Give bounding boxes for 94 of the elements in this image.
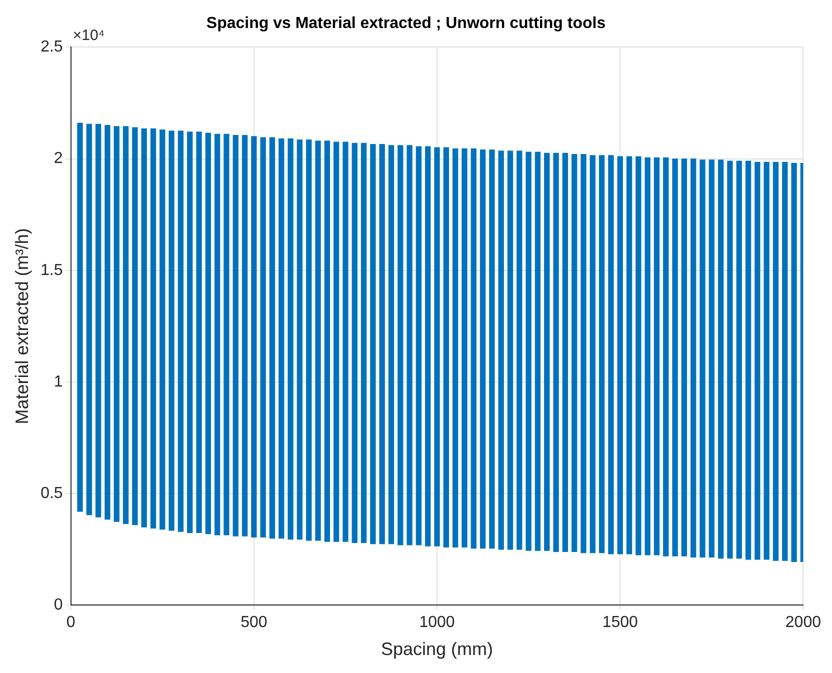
bar	[617, 156, 623, 554]
bar	[360, 142, 367, 544]
bar	[150, 128, 156, 529]
bar	[324, 140, 330, 542]
bar	[516, 150, 522, 550]
bar	[278, 138, 284, 539]
bar	[406, 145, 412, 546]
bar	[700, 160, 706, 558]
bar	[269, 137, 276, 539]
y-tick-label: 2	[54, 150, 63, 168]
x-axis-title: Spacing (mm)	[381, 639, 494, 660]
bar	[425, 146, 431, 546]
bar	[196, 132, 202, 533]
bar	[214, 134, 220, 536]
bar	[224, 134, 230, 536]
bar	[598, 155, 605, 554]
bar	[370, 144, 376, 544]
bar	[388, 145, 394, 544]
bar	[745, 160, 752, 560]
bar	[672, 158, 678, 556]
bar	[663, 157, 669, 556]
bar	[452, 148, 458, 548]
bar	[608, 155, 614, 554]
text: ×10⁴	[72, 26, 105, 44]
bar	[315, 140, 321, 541]
chart-title: Spacing vs Material extracted ; Unworn cutting tools	[206, 15, 606, 32]
bar	[654, 157, 660, 556]
bar	[498, 150, 504, 550]
bar	[590, 155, 596, 554]
bar	[636, 156, 642, 556]
bar	[114, 126, 120, 522]
x-tick-label: 500	[240, 614, 268, 632]
bar	[736, 160, 742, 559]
bar	[526, 152, 532, 551]
bar	[77, 122, 83, 512]
bar	[288, 138, 294, 540]
bar	[251, 136, 257, 538]
bar	[553, 152, 559, 552]
bar	[416, 146, 422, 546]
bar	[782, 162, 788, 561]
y-tick-label: 0	[54, 596, 63, 614]
bar	[754, 162, 760, 560]
bar	[480, 150, 486, 549]
bar	[141, 128, 147, 528]
bar	[342, 142, 348, 542]
bar	[727, 160, 733, 559]
bar	[580, 154, 586, 554]
bar	[306, 140, 312, 541]
bar	[242, 135, 248, 536]
bar	[772, 162, 779, 561]
bar	[296, 140, 303, 540]
bar	[160, 129, 166, 530]
bar	[708, 160, 714, 558]
bar	[572, 154, 578, 552]
y-tick-label: 1	[54, 373, 63, 390]
x-tick-label: 1000	[419, 614, 455, 632]
bar	[681, 158, 688, 556]
y-tick-label: 2.5	[40, 38, 63, 56]
bar	[260, 137, 266, 538]
y-tick-label: 1.5	[40, 262, 63, 279]
bar	[132, 127, 138, 526]
bar	[544, 152, 550, 551]
bar	[187, 132, 193, 533]
bar	[718, 160, 724, 559]
bar	[122, 126, 129, 524]
bar	[764, 162, 770, 560]
bar	[398, 145, 404, 546]
bar	[489, 150, 495, 549]
y-tick-label: 0.5	[40, 485, 63, 502]
bar	[333, 142, 340, 542]
bar	[86, 124, 92, 516]
bar	[232, 135, 238, 536]
bar	[178, 130, 184, 532]
x-tick-label: 1500	[602, 614, 638, 632]
bar	[470, 148, 476, 549]
y-axis-title: Material extracted (m³/h)	[12, 228, 32, 424]
x-tick-label: 2000	[785, 614, 822, 632]
bar	[562, 152, 568, 552]
bar	[690, 158, 696, 558]
bar	[443, 147, 450, 548]
bar	[534, 152, 541, 551]
bar	[434, 147, 440, 546]
x-tick-label: 0	[66, 614, 76, 632]
bar	[791, 162, 797, 562]
bar	[205, 132, 211, 534]
bar	[352, 142, 358, 544]
bar	[379, 144, 385, 544]
bar	[507, 150, 514, 550]
bar	[168, 130, 174, 531]
bar	[462, 148, 468, 548]
bar	[104, 124, 110, 520]
bar	[95, 124, 102, 518]
bar	[644, 157, 650, 556]
bar	[626, 156, 632, 554]
